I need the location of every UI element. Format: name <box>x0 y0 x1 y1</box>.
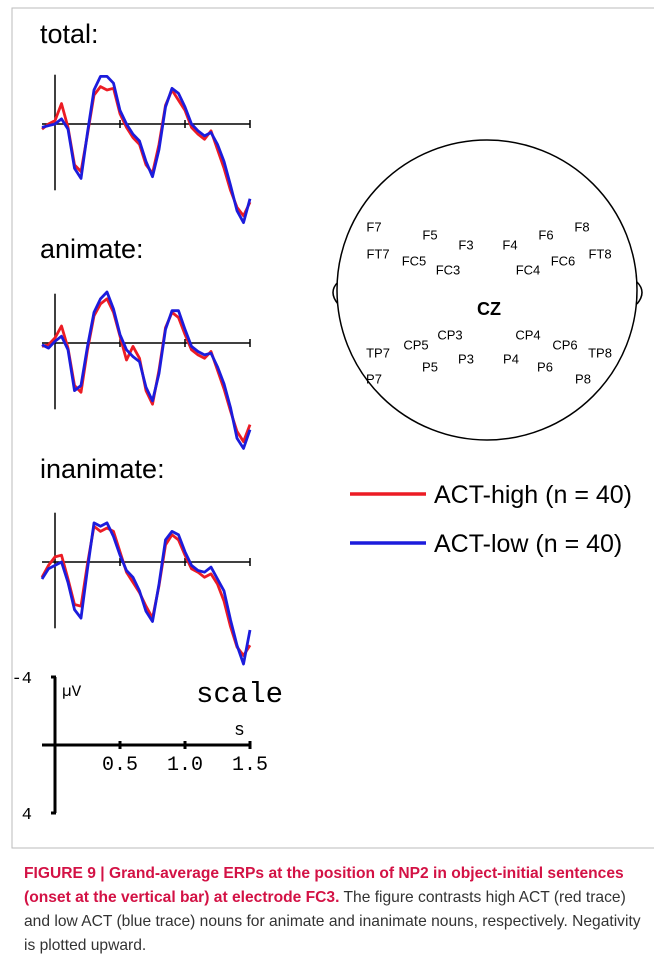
electrode-label: CP6 <box>552 337 577 352</box>
electrode-label: TP8 <box>588 345 612 360</box>
electrode-label: P7 <box>366 371 382 386</box>
electrode-label: F4 <box>502 237 517 252</box>
electrode-label: F8 <box>574 219 589 234</box>
panel-title: inanimate: <box>40 454 165 484</box>
electrode-label: CZ <box>477 299 501 319</box>
x-tick-label: 1.5 <box>232 754 268 777</box>
scale-title: scale <box>196 678 283 711</box>
y-tick-label: 4 <box>22 806 32 825</box>
erp-trace <box>40 524 252 657</box>
right-ear <box>636 281 643 305</box>
y-unit: µV <box>62 683 82 701</box>
electrode-label: P4 <box>503 351 519 366</box>
electrode-label: FC6 <box>551 253 576 268</box>
electrode-label: P5 <box>422 359 438 374</box>
electrode-label: F6 <box>538 227 553 242</box>
erp-trace <box>40 521 252 666</box>
figure-graphics: F7 F5 F3 F4 F6 F8 FT7 FC5 FC3 FC4 FC6 FT8 CZ CP3 CP4 CP… <box>11 7 654 849</box>
erp-trace <box>41 290 252 450</box>
electrodes: F7 F5 F3 F4 F6 F8 FT7 FC5 FC3 FC4 FC6 FT8 CZ CP3 CP4 CP… <box>366 219 612 386</box>
head-outline <box>336 139 638 441</box>
electrode-label: P8 <box>575 371 591 386</box>
panel-title: total: <box>40 19 99 49</box>
x-tick-label: 0.5 <box>102 754 138 777</box>
frame <box>11 7 654 849</box>
head <box>332 139 643 441</box>
panel-title: animate: <box>40 234 144 264</box>
electrode-label: FT8 <box>588 246 611 261</box>
x-unit: s <box>234 721 245 741</box>
caption-title: Grand-average ERPs at the position of NP… <box>24 865 624 906</box>
electrode-label: P3 <box>458 351 474 366</box>
caption: FIGURE 9 | Grand-average ERPs at the pos… <box>24 862 646 958</box>
electrode-label: CP3 <box>437 327 462 342</box>
electrode-label: F7 <box>366 219 381 234</box>
erp-trace <box>41 75 252 224</box>
electrode-label: F3 <box>458 237 473 252</box>
electrode-label: TP7 <box>366 345 390 360</box>
electrode-label: CP5 <box>403 337 428 352</box>
electrode-label: FC5 <box>402 253 427 268</box>
electrode-label: FC4 <box>516 262 541 277</box>
legend-label: ACT-high (n = 40) <box>434 481 632 509</box>
caption-label: FIGURE 9 | <box>24 865 105 882</box>
electrode-label: CP4 <box>515 327 540 342</box>
electrode-label: FC3 <box>436 262 461 277</box>
electrode-label: F5 <box>422 227 437 242</box>
electrode-label: FT7 <box>366 246 389 261</box>
caption-text: The figure contrasts high ACT (red trace… <box>24 889 641 954</box>
electrode-label: P6 <box>537 359 553 374</box>
x-tick-label: 1.0 <box>167 754 203 777</box>
y-tick-label: -4 <box>12 670 32 689</box>
legend-label: ACT-low (n = 40) <box>434 530 622 558</box>
